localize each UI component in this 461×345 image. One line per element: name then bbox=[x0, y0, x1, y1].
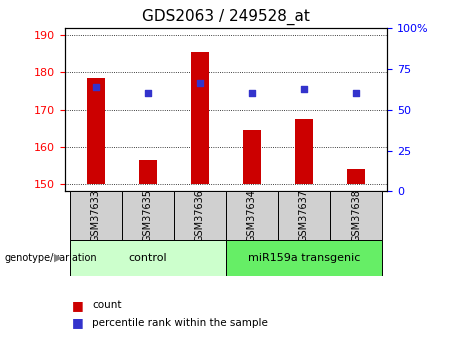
Text: GSM37635: GSM37635 bbox=[143, 189, 153, 242]
Bar bbox=[87, 78, 105, 184]
Bar bbox=[243, 130, 261, 184]
Text: GSM37636: GSM37636 bbox=[195, 189, 205, 242]
Point bbox=[352, 90, 360, 96]
Bar bbox=[330, 191, 382, 240]
Point bbox=[92, 85, 100, 90]
Bar bbox=[122, 191, 174, 240]
Text: percentile rank within the sample: percentile rank within the sample bbox=[92, 318, 268, 327]
Bar bbox=[278, 191, 330, 240]
Bar bbox=[174, 191, 226, 240]
Text: ■: ■ bbox=[71, 316, 83, 329]
Bar bbox=[226, 191, 278, 240]
Title: GDS2063 / 249528_at: GDS2063 / 249528_at bbox=[142, 9, 310, 25]
Point bbox=[300, 86, 307, 92]
Bar bbox=[191, 52, 209, 184]
Bar bbox=[139, 160, 157, 184]
Text: GSM37637: GSM37637 bbox=[299, 189, 309, 242]
Text: ▶: ▶ bbox=[54, 253, 63, 263]
Point bbox=[196, 81, 204, 86]
Bar bbox=[347, 169, 365, 184]
Text: ■: ■ bbox=[71, 299, 83, 312]
Bar bbox=[70, 191, 122, 240]
Text: control: control bbox=[129, 253, 167, 263]
Text: miR159a transgenic: miR159a transgenic bbox=[248, 253, 360, 263]
Point bbox=[144, 90, 152, 96]
Text: genotype/variation: genotype/variation bbox=[5, 253, 97, 263]
Bar bbox=[226, 240, 382, 276]
Bar bbox=[70, 240, 226, 276]
Point bbox=[248, 90, 255, 96]
Bar bbox=[295, 119, 313, 184]
Text: GSM37638: GSM37638 bbox=[351, 189, 361, 242]
Text: GSM37634: GSM37634 bbox=[247, 189, 257, 242]
Text: GSM37633: GSM37633 bbox=[91, 189, 101, 242]
Text: count: count bbox=[92, 300, 122, 310]
